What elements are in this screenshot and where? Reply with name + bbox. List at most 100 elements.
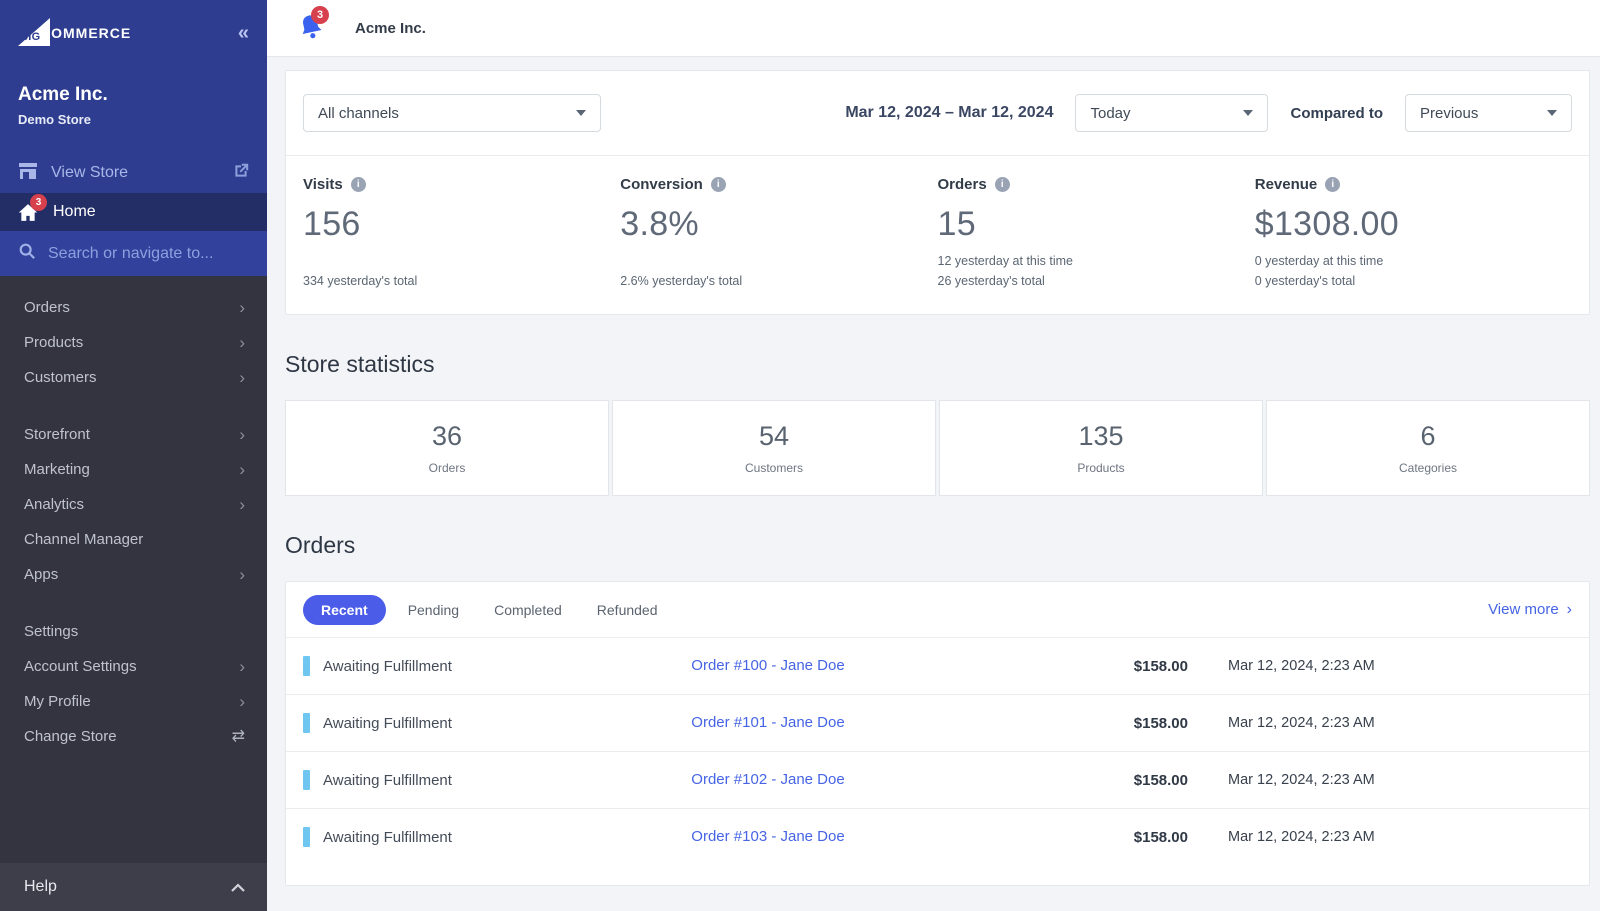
store-plan: Demo Store	[18, 112, 249, 127]
search-input[interactable]	[48, 245, 228, 263]
info-icon[interactable]: i	[351, 177, 366, 192]
chevron-right-icon: ›	[239, 566, 245, 583]
tab-completed[interactable]: Completed	[481, 595, 575, 625]
info-icon[interactable]: i	[995, 177, 1010, 192]
chevron-right-icon: ›	[239, 496, 245, 513]
order-link[interactable]: Order #100 - Jane Doe	[691, 657, 844, 674]
chevron-right-icon: ›	[239, 369, 245, 386]
period-select[interactable]: Today	[1075, 94, 1268, 132]
info-icon[interactable]: i	[1325, 177, 1340, 192]
info-icon[interactable]: i	[711, 177, 726, 192]
sidebar-top: BIG COMMERCE « Acme Inc. Demo Store View…	[0, 0, 267, 276]
main-area: 3 Acme Inc. All channels Mar 12, 2024 – …	[267, 0, 1600, 911]
status-indicator	[303, 770, 310, 790]
kpi-conversion: Conversioni 3.8% 2.6% yesterday's total	[620, 176, 937, 292]
topbar-store-name: Acme Inc.	[355, 20, 426, 37]
chevron-right-icon: ›	[1567, 601, 1572, 619]
orders-title: Orders	[285, 532, 1590, 559]
kpi-orders-sub2: 26 yesterday's total	[938, 271, 1255, 292]
sidebar: BIG COMMERCE « Acme Inc. Demo Store View…	[0, 0, 267, 911]
sidebar-item-analytics[interactable]: Analytics›	[0, 487, 267, 522]
external-link-icon	[233, 163, 249, 184]
sidebar-item-home[interactable]: 3 Home	[0, 193, 267, 231]
sidebar-item-view-store[interactable]: View Store	[0, 153, 267, 193]
chevron-right-icon: ›	[239, 299, 245, 316]
chevron-down-icon	[1547, 110, 1557, 116]
topbar: 3 Acme Inc.	[267, 0, 1600, 57]
order-link[interactable]: Order #103 - Jane Doe	[691, 828, 844, 845]
kpi-conversion-sub: 2.6% yesterday's total	[620, 271, 937, 292]
channels-select[interactable]: All channels	[303, 94, 601, 132]
sidebar-item-storefront[interactable]: Storefront›	[0, 417, 267, 452]
home-notification-badge: 3	[30, 194, 47, 211]
order-link[interactable]: Order #101 - Jane Doe	[691, 714, 844, 731]
order-date: Mar 12, 2024, 2:23 AM	[1188, 829, 1572, 845]
stat-card-orders: 36 Orders	[285, 400, 609, 496]
store-statistics-cards: 36 Orders 54 Customers 135 Products 6 Ca…	[285, 400, 1590, 496]
date-range-label: Mar 12, 2024 – Mar 12, 2024	[845, 104, 1053, 122]
kpi-visits: Visitsi 156 334 yesterday's total	[303, 176, 620, 292]
sidebar-collapse-icon[interactable]: «	[238, 23, 249, 43]
status-indicator	[303, 656, 310, 676]
dashboard-content: All channels Mar 12, 2024 – Mar 12, 2024…	[267, 57, 1600, 911]
order-row: Awaiting Fulfillment Order #101 - Jane D…	[286, 694, 1589, 751]
logo-row: BIG COMMERCE «	[0, 0, 267, 60]
sidebar-item-settings[interactable]: Settings	[0, 614, 267, 649]
sidebar-item-channel-manager[interactable]: Channel Manager	[0, 522, 267, 557]
sidebar-item-customers[interactable]: Customers›	[0, 360, 267, 395]
order-status: Awaiting Fulfillment	[303, 656, 673, 676]
compared-to-label: Compared to	[1290, 105, 1383, 122]
comparison-select[interactable]: Previous	[1405, 94, 1572, 132]
store-name: Acme Inc.	[18, 84, 249, 106]
chevron-right-icon: ›	[239, 693, 245, 710]
orders-tabs: Recent Pending Completed Refunded View m…	[286, 582, 1589, 637]
sidebar-item-orders[interactable]: Orders›	[0, 290, 267, 325]
chevron-right-icon: ›	[239, 461, 245, 478]
tab-refunded[interactable]: Refunded	[584, 595, 671, 625]
kpi-orders-value: 15	[938, 205, 1255, 244]
notifications-bell-icon[interactable]: 3	[297, 13, 327, 43]
view-store-label: View Store	[51, 164, 128, 182]
kpi-conversion-value: 3.8%	[620, 205, 937, 244]
nav-group-divider	[0, 592, 267, 614]
stat-card-categories: 6 Categories	[1266, 400, 1590, 496]
stat-card-customers: 54 Customers	[612, 400, 936, 496]
order-total: $158.00	[1058, 715, 1188, 732]
sidebar-search[interactable]	[0, 231, 267, 276]
sidebar-item-marketing[interactable]: Marketing›	[0, 452, 267, 487]
kpi-row: Visitsi 156 334 yesterday's total Conver…	[286, 156, 1589, 314]
kpi-orders: Ordersi 15 12 yesterday at this time 26 …	[938, 176, 1255, 292]
swap-arrows-icon: ⇄	[232, 729, 245, 745]
sidebar-item-change-store[interactable]: Change Store⇄	[0, 719, 267, 754]
order-status: Awaiting Fulfillment	[303, 770, 673, 790]
overview-card: All channels Mar 12, 2024 – Mar 12, 2024…	[285, 70, 1590, 315]
tab-recent[interactable]: Recent	[303, 595, 386, 625]
nav-group-divider	[0, 395, 267, 417]
order-total: $158.00	[1058, 772, 1188, 789]
order-status: Awaiting Fulfillment	[303, 713, 673, 733]
kpi-revenue: Revenuei $1308.00 0 yesterday at this ti…	[1255, 176, 1572, 292]
stat-card-products: 135 Products	[939, 400, 1263, 496]
view-more-link[interactable]: View more ›	[1488, 601, 1572, 619]
bigcommerce-logo-icon: BIG	[16, 18, 52, 48]
kpi-revenue-sub1: 0 yesterday at this time	[1255, 251, 1572, 272]
search-icon	[18, 242, 36, 265]
chevron-up-icon	[231, 883, 245, 892]
status-indicator	[303, 827, 310, 847]
store-block: Acme Inc. Demo Store	[0, 60, 267, 133]
sidebar-item-my-profile[interactable]: My Profile›	[0, 684, 267, 719]
sidebar-item-help[interactable]: Help	[0, 863, 267, 911]
home-icon: 3	[18, 203, 38, 222]
chevron-right-icon: ›	[239, 658, 245, 675]
kpi-revenue-sub2: 0 yesterday's total	[1255, 271, 1572, 292]
sidebar-item-account-settings[interactable]: Account Settings›	[0, 649, 267, 684]
sidebar-item-products[interactable]: Products›	[0, 325, 267, 360]
sidebar-item-apps[interactable]: Apps›	[0, 557, 267, 592]
order-link[interactable]: Order #102 - Jane Doe	[691, 771, 844, 788]
tab-pending[interactable]: Pending	[395, 595, 472, 625]
orders-panel: Recent Pending Completed Refunded View m…	[285, 581, 1590, 886]
brand-text: COMMERCE	[40, 25, 131, 41]
home-label: Home	[53, 203, 96, 221]
sidebar-nav: Orders› Products› Customers› Storefront›…	[0, 276, 267, 863]
order-row: Awaiting Fulfillment Order #102 - Jane D…	[286, 751, 1589, 808]
